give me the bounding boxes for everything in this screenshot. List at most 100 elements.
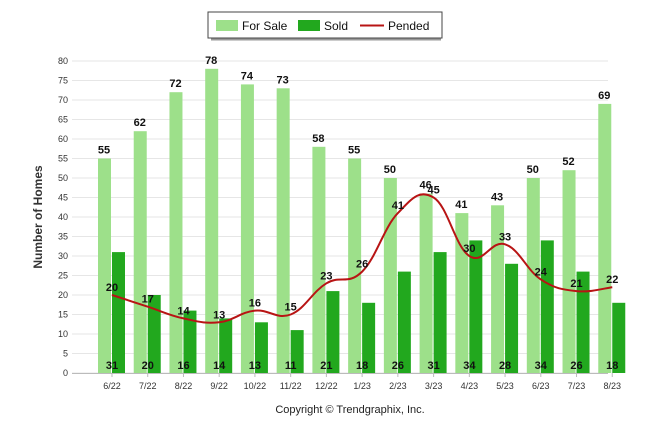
x-tick-label: 5/23 (496, 381, 514, 391)
for-sale-value-label: 43 (491, 191, 503, 203)
for-sale-value-label: 46 (419, 180, 431, 192)
sold-bar (397, 271, 411, 373)
x-tick-label: 9/22 (210, 381, 228, 391)
for-sale-value-label: 41 (455, 199, 467, 211)
pended-line-group (111, 193, 613, 324)
for-sale-bar (348, 158, 362, 373)
sold-value-label: 28 (499, 360, 511, 372)
for-sale-value-label: 50 (384, 164, 396, 176)
sold-value-label: 18 (356, 360, 368, 372)
pended-value-label: 16 (249, 298, 261, 310)
pended-value-label: 23 (320, 270, 332, 282)
for-sale-value-label: 72 (169, 78, 181, 90)
for-sale-bar (312, 146, 326, 373)
x-tick-label: 6/22 (103, 381, 121, 391)
y-tick-label: 70 (58, 95, 68, 105)
x-tick-label: 1/23 (353, 381, 371, 391)
sold-bar (290, 330, 304, 373)
sold-bar (612, 302, 626, 373)
x-tick-label: 8/23 (604, 381, 622, 391)
y-tick-label: 25 (58, 271, 68, 281)
x-tick-label: 4/23 (461, 381, 479, 391)
pended-value-label: 22 (606, 274, 618, 286)
pended-value-label: 14 (177, 305, 190, 317)
pended-value-label: 41 (392, 200, 404, 212)
x-tick-label: 8/22 (175, 381, 193, 391)
for-sale-bar (562, 170, 576, 373)
for-sale-value-label: 55 (98, 145, 110, 157)
copyright-text: Copyright © Trendgraphix, Inc. (275, 404, 424, 416)
for-sale-value-label: 55 (348, 145, 360, 157)
y-tick-label: 5 (63, 349, 68, 359)
sold-value-label: 11 (285, 360, 297, 372)
pended-value-label: 21 (570, 278, 582, 290)
pended-value-label: 26 (356, 259, 368, 271)
pended-value-label: 30 (463, 243, 475, 255)
pended-value-label: 17 (142, 294, 154, 306)
for-sale-bar (383, 178, 397, 373)
legend-box (207, 11, 443, 39)
sold-value-label: 18 (606, 360, 618, 372)
sold-bar (505, 263, 519, 373)
y-tick-label: 45 (58, 193, 68, 203)
sold-bar (362, 302, 376, 373)
pended-value-label: 33 (499, 231, 511, 243)
pended-line (111, 193, 613, 324)
sold-value-label: 13 (249, 360, 261, 372)
for-sale-value-label: 69 (598, 90, 610, 102)
x-tick-label: 11/22 (280, 381, 302, 391)
for-sale-value-label: 78 (205, 55, 217, 67)
sold-bar (433, 252, 447, 373)
y-tick-label: 20 (58, 290, 68, 300)
for-sale-bar (526, 178, 540, 373)
legend-label-pended: Pended (388, 19, 429, 33)
legend-swatch-for-sale (216, 20, 238, 31)
y-tick-label: 50 (58, 173, 68, 183)
sold-bar (469, 240, 483, 373)
sold-value-label: 34 (535, 360, 548, 372)
sold-bar (576, 271, 590, 373)
sold-bar (254, 322, 268, 373)
x-tick-label: 12/22 (315, 381, 338, 391)
sold-bar (112, 252, 125, 373)
sold-value-label: 31 (427, 360, 439, 372)
sold-value-label: 21 (320, 360, 332, 372)
for-sale-bar (240, 84, 254, 374)
sold-value-label: 26 (392, 360, 404, 372)
x-tick-label: 2/23 (389, 381, 407, 391)
sold-value-label: 31 (106, 360, 118, 372)
pended-value-label: 15 (285, 302, 297, 314)
for-sale-value-label: 50 (527, 164, 539, 176)
for-sale-value-label: 62 (134, 117, 146, 129)
pended-value-label: 24 (535, 266, 548, 278)
sold-value-label: 20 (142, 360, 154, 372)
for-sale-value-label: 52 (562, 156, 574, 168)
legend-swatch-sold (298, 20, 320, 31)
y-tick-label: 0 (63, 368, 68, 378)
sold-value-label: 26 (570, 360, 582, 372)
for-sale-bar (598, 103, 612, 374)
sold-value-label: 14 (213, 360, 226, 372)
grid (72, 60, 608, 374)
sold-bar (326, 291, 340, 373)
y-tick-label: 30 (58, 251, 68, 261)
for-sale-bar (205, 68, 219, 374)
x-tick-label: 6/23 (532, 381, 550, 391)
sold-bar (147, 295, 161, 373)
y-tick-label: 80 (58, 56, 68, 66)
for-sale-value-label: 74 (241, 70, 254, 82)
y-tick-label: 65 (58, 115, 68, 125)
x-tick-label: 7/23 (568, 381, 586, 391)
sold-value-label: 16 (177, 360, 189, 372)
y-tick-label: 35 (58, 232, 68, 242)
pended-value-label: 20 (106, 282, 118, 294)
pended-value-label: 45 (427, 185, 439, 197)
pended-value-label: 13 (213, 309, 225, 321)
bars (98, 68, 626, 374)
for-sale-bar (169, 92, 183, 373)
y-tick-label: 15 (58, 310, 68, 320)
sold-bar (183, 310, 197, 373)
sold-bar (540, 240, 554, 373)
for-sale-bar (98, 158, 111, 373)
